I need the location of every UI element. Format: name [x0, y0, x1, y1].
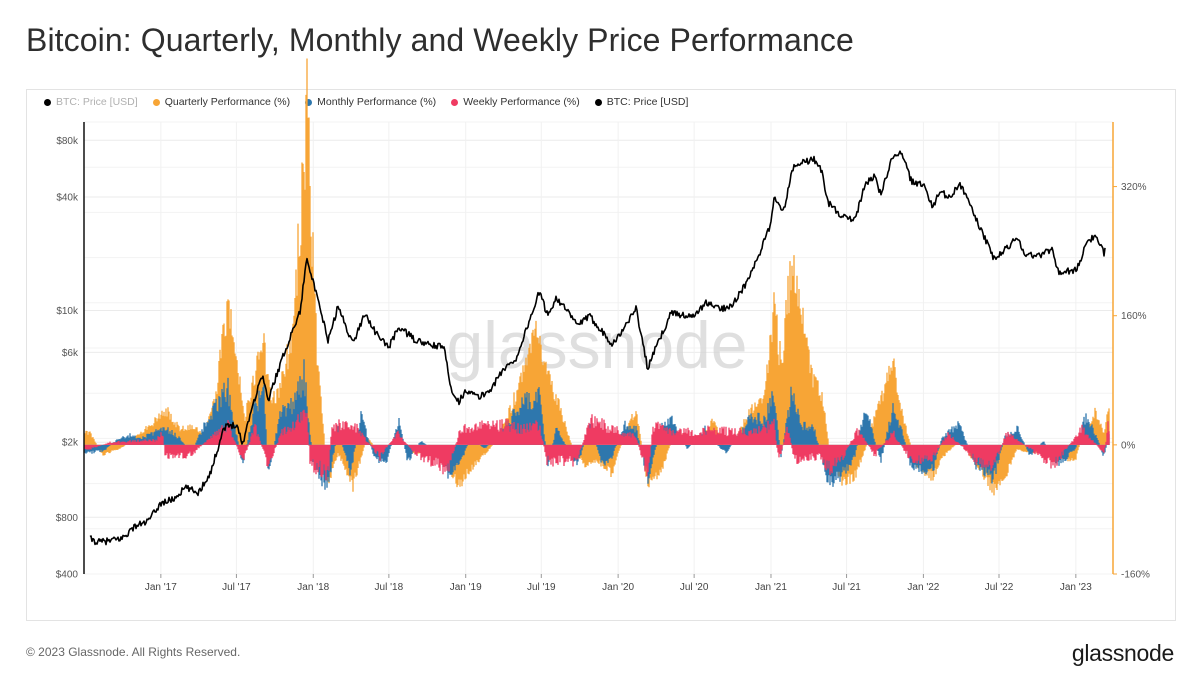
legend-label-monthly: Monthly Performance (%): [317, 96, 437, 108]
legend-dot-quarterly: [152, 98, 160, 106]
legend-label-quarterly: Quarterly Performance (%): [164, 96, 291, 108]
legend-item-quarterly[interactable]: Quarterly Performance (%): [152, 96, 291, 108]
page-title: Bitcoin: Quarterly, Monthly and Weekly P…: [26, 22, 854, 58]
copyright-text: © 2023 Glassnode. All Rights Reserved.: [26, 645, 241, 659]
legend-dot-weekly: [451, 98, 459, 106]
legend-item-weekly[interactable]: Weekly Performance (%): [451, 96, 580, 108]
legend-dot-monthly: [305, 98, 313, 106]
legend-item-price[interactable]: BTC: Price [USD]: [594, 96, 689, 108]
legend-label-weekly: Weekly Performance (%): [463, 96, 580, 108]
legend-dot-price: [594, 98, 602, 106]
legend-label-price: BTC: Price [USD]: [606, 96, 689, 108]
chart-legend: BTC: Price [USD] Quarterly Performance (…: [44, 96, 688, 108]
legend-item-monthly[interactable]: Monthly Performance (%): [305, 96, 436, 108]
glassnode-logo: glassnode: [1071, 640, 1174, 666]
legend-item-price-hidden[interactable]: BTC: Price [USD]: [44, 96, 138, 108]
chart-panel: [26, 89, 1176, 621]
legend-label-price-hidden: BTC: Price [USD]: [56, 96, 138, 108]
legend-dot-price-hidden: [44, 98, 51, 106]
